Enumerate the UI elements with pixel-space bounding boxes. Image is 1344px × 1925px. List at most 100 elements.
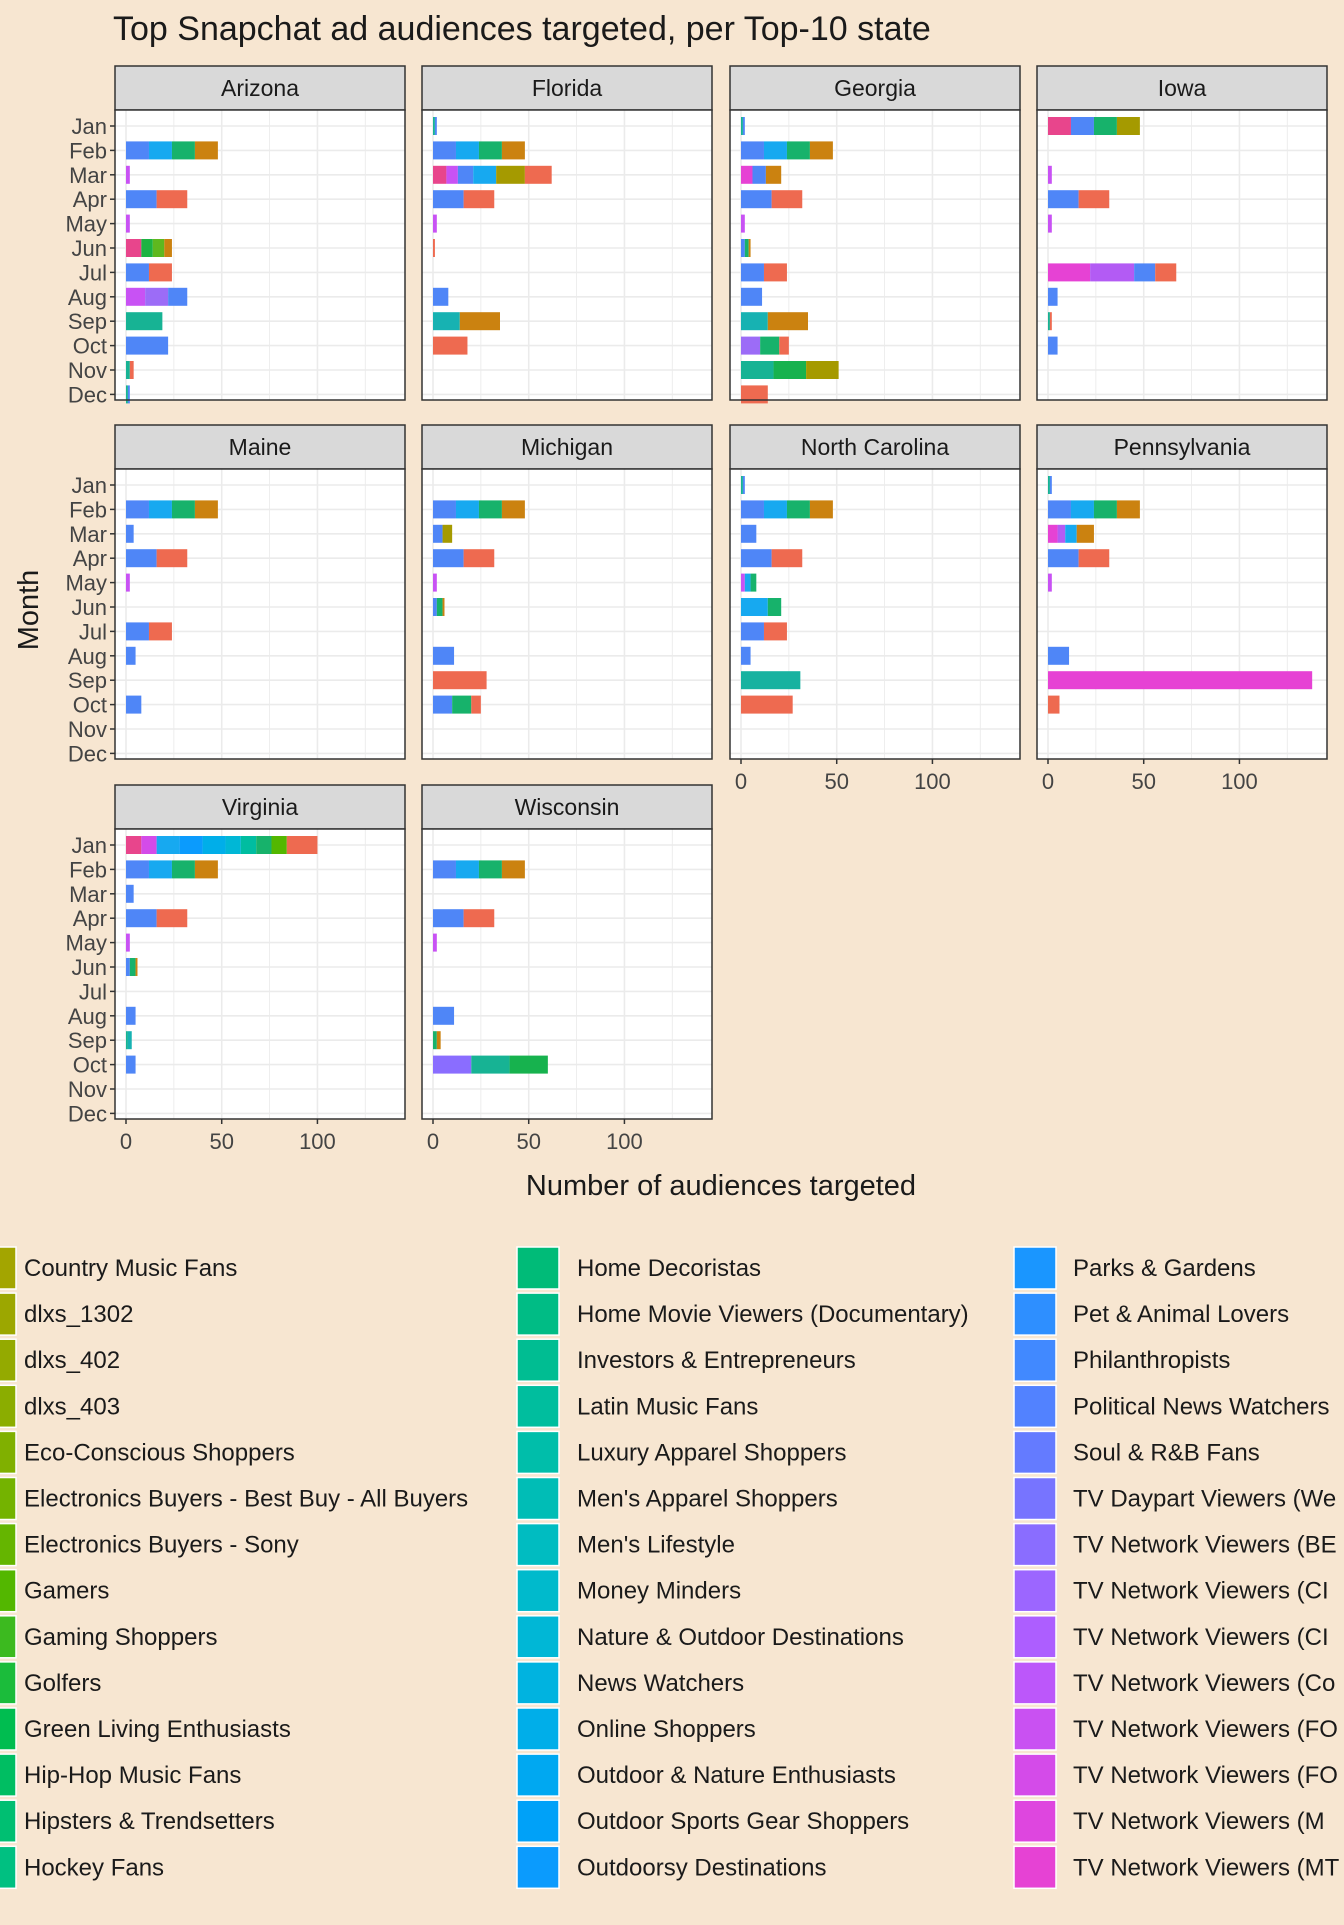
- bar-segment: [127, 385, 130, 404]
- y-tick-label: Aug: [68, 644, 107, 669]
- bar-segment: [433, 933, 437, 952]
- legend-label: TV Daypart Viewers (We: [1073, 1486, 1336, 1513]
- legend-item: Gaming Shoppers: [0, 1615, 217, 1659]
- bar-segment: [436, 598, 443, 616]
- legend-label: Country Music Fans: [24, 1255, 237, 1282]
- bar-segment: [741, 361, 774, 379]
- legend-key: [0, 1522, 17, 1567]
- legend-label: Men's Apparel Shoppers: [577, 1486, 838, 1513]
- y-tick-label: Dec: [68, 1101, 107, 1126]
- bar-segment: [741, 476, 743, 494]
- bar-segment: [1048, 646, 1070, 665]
- bar-segment: [463, 190, 495, 209]
- legend-label: Pet & Animal Lovers: [1073, 1301, 1289, 1328]
- panel-border: [729, 109, 1021, 401]
- legend-label: Outdoor & Nature Enthusiasts: [577, 1762, 896, 1789]
- legend-key: [516, 1384, 560, 1429]
- bar-segment: [433, 214, 437, 233]
- bar-segment: [1048, 214, 1052, 233]
- legend-label: Investors & Entrepreneurs: [577, 1347, 856, 1374]
- y-tick-label: Feb: [69, 138, 107, 163]
- bar-segment: [744, 239, 749, 257]
- legend-label: Home Movie Viewers (Documentary): [577, 1301, 969, 1328]
- y-tick-label: Mar: [69, 522, 107, 547]
- bar-segment: [1048, 190, 1079, 209]
- bar-segment: [741, 646, 751, 665]
- bar-segment: [741, 573, 745, 592]
- legend-label: TV Network Viewers (Co: [1073, 1670, 1335, 1697]
- bar-segment: [1116, 500, 1140, 519]
- y-tick-label: Sep: [68, 309, 107, 334]
- bar-segment: [1076, 524, 1094, 543]
- legend-key: [1013, 1615, 1057, 1659]
- y-tick-label: Sep: [68, 1028, 107, 1053]
- y-tick-label: Apr: [73, 187, 107, 212]
- bar-segment: [742, 117, 745, 135]
- bar-segment: [765, 165, 782, 184]
- chart-title: Top Snapchat ad audiences targeted, per …: [113, 10, 931, 48]
- legend-label: Luxury Apparel Shoppers: [577, 1439, 847, 1466]
- legend-key: [1013, 1753, 1057, 1797]
- legend-label: TV Network Viewers (M: [1073, 1808, 1325, 1835]
- y-tick-label: Feb: [69, 857, 107, 882]
- y-tick-label: Dec: [68, 382, 107, 407]
- legend-item: TV Daypart Viewers (We: [1013, 1476, 1336, 1521]
- panel-georgia: Georgia: [729, 65, 1021, 404]
- bar-segment: [1048, 671, 1313, 690]
- legend-item: Country Music Fans: [0, 1246, 237, 1290]
- legend-key: [516, 1707, 560, 1751]
- legend-item: Golfers: [0, 1661, 101, 1705]
- legend-label: Outdoor Sports Gear Shoppers: [577, 1808, 909, 1835]
- facet-label: Florida: [532, 75, 603, 101]
- legend-label: Soul & R&B Fans: [1073, 1439, 1260, 1466]
- bar-segment: [473, 165, 497, 184]
- legend-item: Home Decoristas: [516, 1246, 761, 1290]
- legend-item: Hipsters & Trendsetters: [0, 1799, 275, 1843]
- bar-segment: [179, 836, 203, 854]
- y-tick-label: Apr: [73, 546, 107, 571]
- legend-item: Electronics Buyers - Sony: [0, 1522, 299, 1567]
- bar-segment: [1049, 476, 1052, 494]
- facet-strip: [1036, 65, 1328, 111]
- y-tick-label: Oct: [73, 1053, 107, 1078]
- bar-segment: [127, 1031, 132, 1050]
- bar-segment: [433, 671, 487, 690]
- bar-segment: [471, 695, 481, 714]
- bar-segment: [741, 695, 793, 714]
- legend-key: [1013, 1799, 1057, 1843]
- bar-segment: [1090, 263, 1135, 282]
- facet-strip: [729, 65, 1021, 111]
- legend-key: [516, 1522, 560, 1567]
- bar-segment: [1070, 500, 1094, 519]
- bar-segment: [433, 860, 456, 879]
- bar-segment: [433, 646, 455, 665]
- x-tick-label: 50: [516, 1129, 540, 1154]
- legend-item: Soul & R&B Fans: [1013, 1430, 1260, 1475]
- bar-segment: [524, 165, 552, 184]
- legend-key: [516, 1246, 560, 1290]
- bar-segment: [240, 836, 257, 854]
- legend-key: [516, 1615, 560, 1659]
- legend-item: Political News Watchers: [1013, 1384, 1330, 1429]
- bar-segment: [1155, 263, 1177, 282]
- legend-item: Outdoor Sports Gear Shoppers: [516, 1799, 909, 1843]
- bar-segment: [1048, 476, 1050, 494]
- panel-michigan: Michigan: [421, 424, 713, 760]
- panel-border: [729, 468, 1021, 760]
- legend-item: Hockey Fans: [0, 1845, 164, 1890]
- legend-item: Investors & Entrepreneurs: [516, 1338, 856, 1382]
- legend-label: Gaming Shoppers: [24, 1624, 217, 1651]
- x-axis-title: Number of audiences targeted: [526, 1170, 916, 1202]
- legend-label: TV Network Viewers (CI: [1073, 1578, 1329, 1605]
- y-tick-label: May: [65, 931, 107, 956]
- legend-item: TV Network Viewers (CI: [1013, 1568, 1329, 1613]
- y-tick-label: Jan: [72, 473, 107, 498]
- bar-segment: [763, 622, 787, 641]
- bar-segment: [455, 860, 479, 879]
- bar-segment: [126, 1031, 128, 1050]
- legend-item: Online Shoppers: [516, 1707, 756, 1751]
- facet-label: Iowa: [1158, 75, 1207, 101]
- legend-label: Eco-Conscious Shoppers: [24, 1439, 295, 1466]
- bar-segment: [126, 312, 163, 331]
- panel-wisconsin: Wisconsin 0 50 100: [421, 784, 713, 1154]
